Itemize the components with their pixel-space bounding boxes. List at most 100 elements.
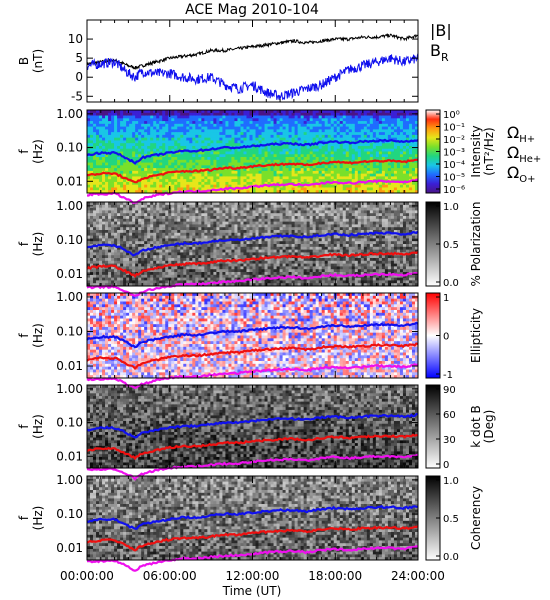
heatmap-cell: [366, 176, 371, 180]
heatmap-cell: [117, 126, 121, 130]
heatmap-cell: [126, 252, 130, 256]
heatmap-cell: [183, 165, 187, 169]
heatmap-cell: [342, 184, 347, 188]
heatmap-cell: [120, 266, 124, 270]
heatmap-cell: [156, 176, 160, 180]
heatmap-cell: [177, 112, 181, 116]
heatmap-cell: [141, 230, 145, 234]
heatmap-cell: [315, 159, 320, 163]
heatmap-cell: [120, 204, 124, 208]
heatmap-cell: [363, 112, 368, 116]
heatmap-cell: [282, 143, 286, 147]
heatmap-cell: [129, 165, 133, 169]
heatmap-cell: [174, 184, 178, 188]
heatmap-cell: [120, 207, 124, 211]
heatmap-cell: [246, 218, 250, 222]
heatmap-cell: [312, 126, 317, 130]
heatmap-cell: [93, 255, 97, 259]
heatmap-cell: [375, 170, 380, 175]
heatmap-cell: [399, 143, 404, 147]
heatmap-cell: [189, 274, 193, 278]
heatmap-cell: [219, 148, 223, 152]
heatmap-cell: [291, 157, 296, 161]
heatmap-cell: [180, 230, 184, 234]
heatmap-cell: [213, 272, 217, 276]
heatmap-cell: [231, 244, 235, 248]
heatmap-cell: [324, 157, 329, 161]
heatmap-cell: [240, 202, 244, 206]
heatmap-cell: [243, 246, 247, 250]
heatmap-cell: [132, 238, 136, 242]
heatmap-cell: [87, 151, 91, 155]
heatmap-cell: [342, 126, 347, 130]
heatmap-cell: [204, 280, 208, 284]
heatmap-cell: [282, 137, 286, 141]
heatmap-cell: [87, 184, 91, 188]
heatmap-cell: [363, 134, 368, 139]
heatmap-cell: [93, 168, 97, 172]
heatmap-cell: [105, 162, 109, 166]
heatmap-cell: [360, 181, 365, 186]
heatmap-cell: [114, 204, 118, 208]
heatmap-cell: [96, 137, 100, 141]
heatmap-cell: [399, 168, 404, 172]
heatmap-cell: [240, 235, 244, 239]
heatmap-cell: [225, 283, 229, 287]
heatmap-cell: [240, 246, 244, 250]
heatmap-cell: [171, 235, 175, 239]
heatmap-cell: [192, 258, 196, 262]
heatmap-cell: [324, 148, 329, 152]
heatmap-cell: [222, 283, 226, 287]
heatmap-cell: [159, 263, 163, 267]
heatmap-cell: [168, 232, 172, 236]
heatmap-cell: [387, 143, 392, 147]
heatmap-cell: [180, 272, 184, 276]
heatmap-cell: [240, 148, 244, 152]
heatmap-cell: [351, 121, 356, 125]
heatmap-cell: [150, 283, 154, 287]
heatmap-cell: [258, 121, 262, 125]
heatmap-cell: [237, 230, 241, 234]
heatmap-cell: [246, 148, 250, 152]
heatmap-cell: [93, 110, 97, 114]
heatmap-cell: [90, 176, 94, 180]
heatmap-cell: [174, 204, 178, 208]
heatmap-cell: [210, 151, 214, 155]
heatmap-cell: [174, 216, 178, 220]
heatmap-cell: [336, 170, 341, 175]
heatmap-cell: [369, 110, 374, 114]
heatmap-cell: [324, 154, 329, 158]
heatmap-cell: [252, 154, 256, 158]
heatmap-cell: [216, 190, 220, 194]
heatmap-cell: [213, 283, 217, 287]
heatmap-cell: [165, 154, 169, 158]
heatmap-cell: [165, 258, 169, 262]
heatmap-cell: [147, 162, 151, 166]
heatmap-cell: [309, 148, 314, 152]
heatmap-cell: [240, 277, 244, 281]
heatmap-cell: [117, 277, 121, 281]
heatmap-cell: [381, 126, 386, 130]
heatmap-cell: [198, 244, 202, 248]
heatmap-cell: [411, 123, 416, 127]
heatmap-cell: [111, 230, 115, 234]
heatmap-cell: [288, 110, 293, 114]
heatmap-cell: [306, 134, 311, 139]
heatmap-cell: [147, 134, 151, 139]
heatmap-cell: [135, 129, 139, 133]
heatmap-cell: [234, 143, 238, 147]
heatmap-cell: [351, 129, 356, 133]
heatmap-cell: [165, 115, 169, 119]
heatmap-cell: [225, 210, 229, 214]
heatmap-cell: [159, 176, 163, 180]
heatmap-cell: [210, 118, 214, 122]
heatmap-cell: [246, 154, 250, 158]
heatmap-cell: [342, 151, 347, 155]
heatmap-cell: [207, 179, 211, 183]
heatmap-cell: [123, 210, 127, 214]
heatmap-cell: [210, 269, 214, 273]
heatmap-cell: [138, 241, 142, 245]
heatmap-cell: [174, 148, 178, 152]
heatmap-cell: [231, 241, 235, 245]
heatmap-cell: [210, 218, 214, 222]
